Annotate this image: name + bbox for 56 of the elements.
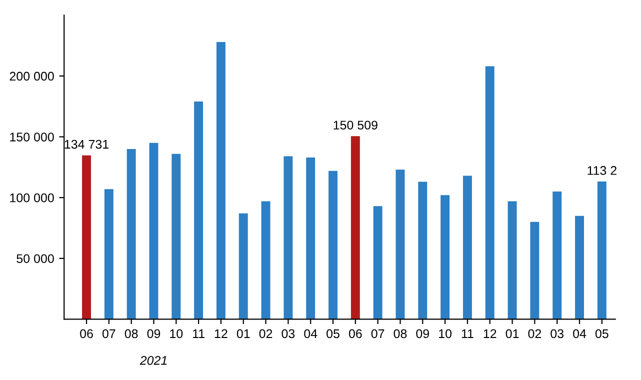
x-tick-label: 07	[102, 329, 116, 338]
x-tick-label: 03	[282, 329, 295, 338]
x-tick-label: 11	[193, 329, 204, 338]
bar	[530, 222, 540, 320]
x-tick-label: 04	[573, 329, 586, 338]
x-tick-label: 12	[214, 329, 228, 338]
x-tick-label: 11	[462, 329, 474, 338]
x-tick-label: 05	[326, 329, 340, 338]
bar	[350, 136, 360, 320]
x-tick-label: 02	[528, 329, 542, 338]
bar	[261, 201, 270, 320]
bar	[597, 182, 606, 320]
x-tick-label: 08	[394, 329, 407, 338]
bar	[172, 154, 181, 320]
x-tick-label: 02	[259, 329, 272, 338]
bar	[575, 216, 584, 320]
y-tick-label: 50 000	[16, 254, 54, 264]
bar	[552, 192, 562, 320]
y-tick-label: 100 000	[10, 193, 54, 202]
x-tick-label: 12	[484, 329, 496, 338]
annotation: 113 2	[588, 166, 616, 175]
x-tick-label: 05	[595, 329, 608, 338]
bar	[485, 66, 494, 320]
x-tick-label: 06	[80, 329, 93, 338]
bar	[396, 170, 405, 320]
x-tick-label: 08	[124, 329, 138, 338]
text: 2021	[140, 356, 167, 365]
bar	[462, 176, 472, 320]
bar	[149, 142, 158, 320]
x-tick-label: 04	[304, 329, 318, 338]
x-tick-label: 07	[371, 329, 384, 338]
x-tick-label: 10	[170, 329, 183, 338]
bar	[418, 182, 428, 320]
y-tick-label: 200 000	[10, 72, 54, 81]
x-tick-label: 03	[550, 329, 564, 338]
bar	[194, 102, 204, 320]
data-label: 134 731	[64, 140, 108, 149]
bar	[104, 189, 114, 320]
x-tick-label: 01	[236, 329, 250, 338]
data-label: 150 509	[334, 120, 378, 130]
x-tick-label: 09	[147, 329, 160, 338]
bar	[284, 156, 293, 320]
bar	[216, 42, 226, 320]
bar	[82, 155, 91, 320]
bar	[373, 206, 382, 320]
x-tick-label: 09	[416, 329, 430, 338]
y-tick-label: 150 000	[10, 132, 54, 142]
x-tick-label: 10	[439, 329, 452, 338]
bar	[440, 195, 450, 320]
bar	[508, 201, 517, 320]
bar	[126, 148, 136, 320]
bar	[328, 170, 338, 320]
bar	[238, 213, 248, 320]
bar	[306, 157, 316, 320]
x-tick-label: 01	[506, 329, 519, 338]
x-tick-label: 06	[348, 329, 362, 338]
